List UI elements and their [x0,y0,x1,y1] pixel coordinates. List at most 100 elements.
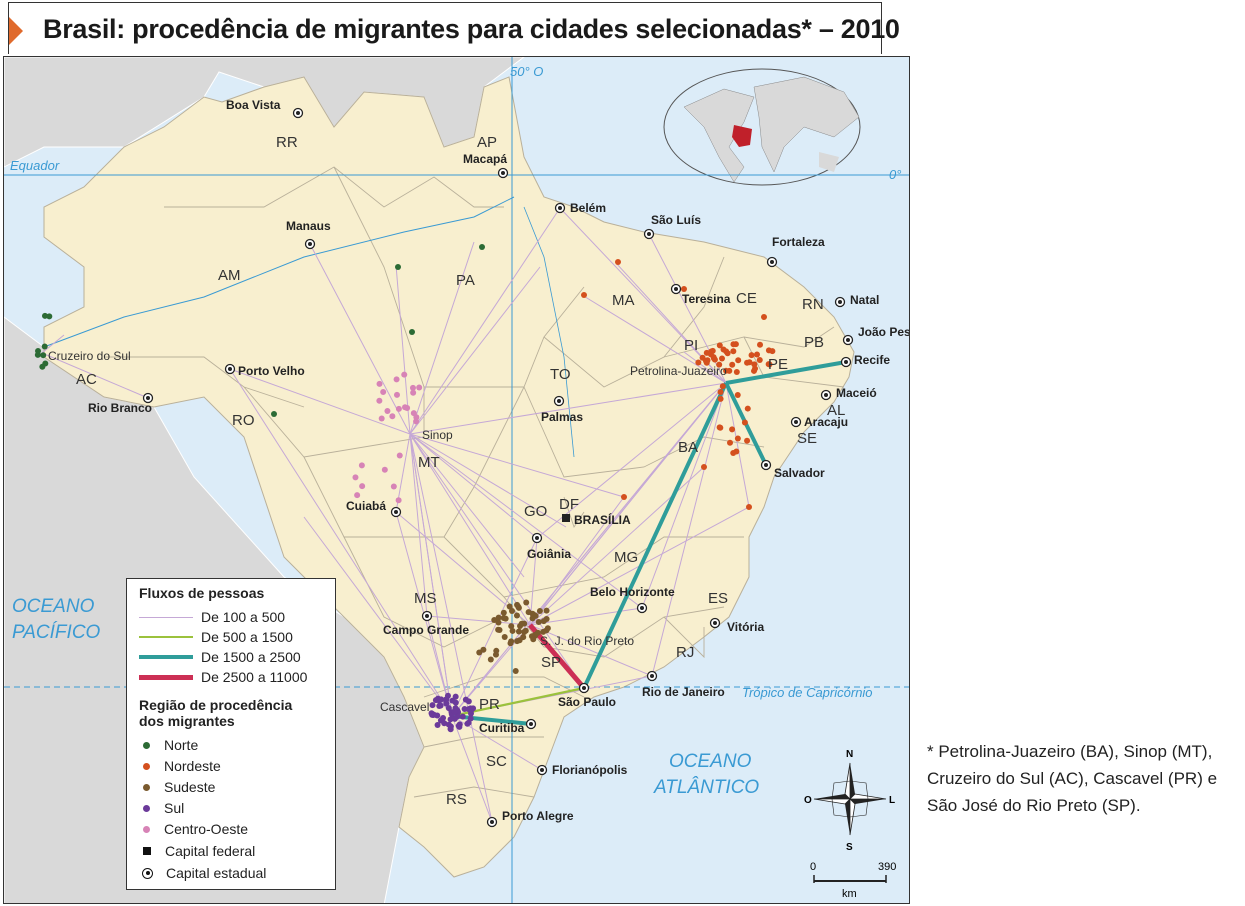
legend-region-title-1: Região de procedência [139,697,293,713]
capital-markers [142,107,854,828]
origin-dot [744,437,751,444]
origin-dot [376,380,383,387]
origin-dot [389,413,396,420]
legend-flow-3-line [139,655,193,659]
origin-dot [491,617,498,624]
legend-dot-nordeste [143,762,150,770]
origin-dot [393,376,400,383]
flow-line-thin [581,294,727,384]
origin-dot [717,424,724,431]
state-label-ma: MA [612,292,635,309]
capital-label: Macapá [463,152,507,166]
flow-line-thin [409,207,561,435]
origin-dot [459,713,466,720]
capital-label: Manaus [286,219,331,233]
origin-dot [615,259,621,265]
scale-start: 0 [810,861,816,873]
tropic-label: Trópico de Capricórnio [742,685,873,700]
flow-line-thick [582,382,728,689]
state-label-pi: PI [684,337,698,354]
compass-l: L [889,795,895,806]
capital-label: Vitória [727,620,764,634]
capital-marker-center [764,463,768,467]
meridian-label: 50° O [510,64,543,79]
origin-dot [506,603,513,610]
legend-state-capital-label: Capital estadual [166,865,267,881]
label-sinop: Sinop [422,428,453,442]
origin-dot [434,721,441,728]
origin-dot [39,363,46,370]
federal-capital-marker [562,514,570,522]
capital-label: Goiânia [527,547,571,561]
compass-n: N [846,749,853,760]
origin-dot [508,638,515,645]
compass-s: S [846,842,853,853]
origin-dot [443,700,450,707]
origin-dot [512,667,519,674]
legend-flow-1-line [139,616,193,618]
capital-marker-center [146,396,150,400]
capital-marker-center [844,360,848,364]
capital-label: Rio de Janeiro [642,685,725,699]
origin-dot [445,705,452,712]
origin-dot [535,619,542,626]
origin-dot [717,395,724,402]
city-labels: Boa Vista Macapá Belém São Luís Fortaleza Man… [88,98,910,823]
origin-dot [441,720,448,727]
origin-dot [509,627,516,634]
origin-dot [709,347,716,354]
origin-dot [735,357,742,364]
state-label-pa: PA [456,272,475,289]
origin-dot [521,629,528,636]
origin-dots [34,244,776,733]
legend-region-nordeste: Nordeste [139,758,221,774]
capital-label: Palmas [541,410,583,424]
state-label-pr: PR [479,696,500,713]
brazil-landmass [43,76,855,878]
origin-dot [395,264,401,270]
origin-dot [396,452,403,459]
capital-marker-center [846,338,850,342]
amazon-river [43,196,515,348]
flow-line-thin [409,433,453,717]
flow-line-thin [451,382,727,717]
origin-dot [467,715,474,722]
origin-dot [517,622,524,629]
state-label-rs: RS [446,791,467,808]
legend-region-sudeste-label: Sudeste [164,779,216,795]
origin-dot [479,244,485,250]
origin-dot [34,351,41,358]
origin-dot [716,361,723,368]
origin-dot [730,341,737,348]
legend-flow-3: De 1500 a 2500 [139,649,301,665]
origin-dot [716,342,723,349]
origin-dot [532,612,539,619]
capital-marker-center [674,287,678,291]
capital-label: João Pessoa [858,325,910,339]
flow-line-thin [683,351,727,384]
origin-dot [621,494,627,500]
origin-dot [766,361,773,368]
origin-dot [733,369,740,376]
label-petrolina-juazeiro: Petrolina-Juazeiro [630,364,727,378]
flow-line-thin [529,382,727,626]
flow-line-thin [409,433,493,823]
capital-label: Boa Vista [226,98,281,112]
legend-region-centro-oeste: Centro-Oeste [139,821,248,837]
origin-dot [753,351,760,358]
ocean-atlantic-line1: OCEANO [669,751,752,772]
scale-bar: 0 390 km [810,861,896,900]
capital-marker-center [794,420,798,424]
origin-dot [271,411,277,417]
flow-line-thin [229,368,453,717]
origin-dot [41,312,48,319]
legend-region-sul: Sul [139,800,184,816]
capital-marker-center [770,260,774,264]
capital-label: Aracaju [804,415,848,429]
flow-line-thin [409,433,531,626]
label-cruzeiro-do-sul: Cruzeiro do Sul [48,349,131,363]
legend-capital-icon [142,867,153,879]
origin-dot [761,314,767,320]
origin-dot [741,419,748,426]
origin-dot [515,628,522,635]
